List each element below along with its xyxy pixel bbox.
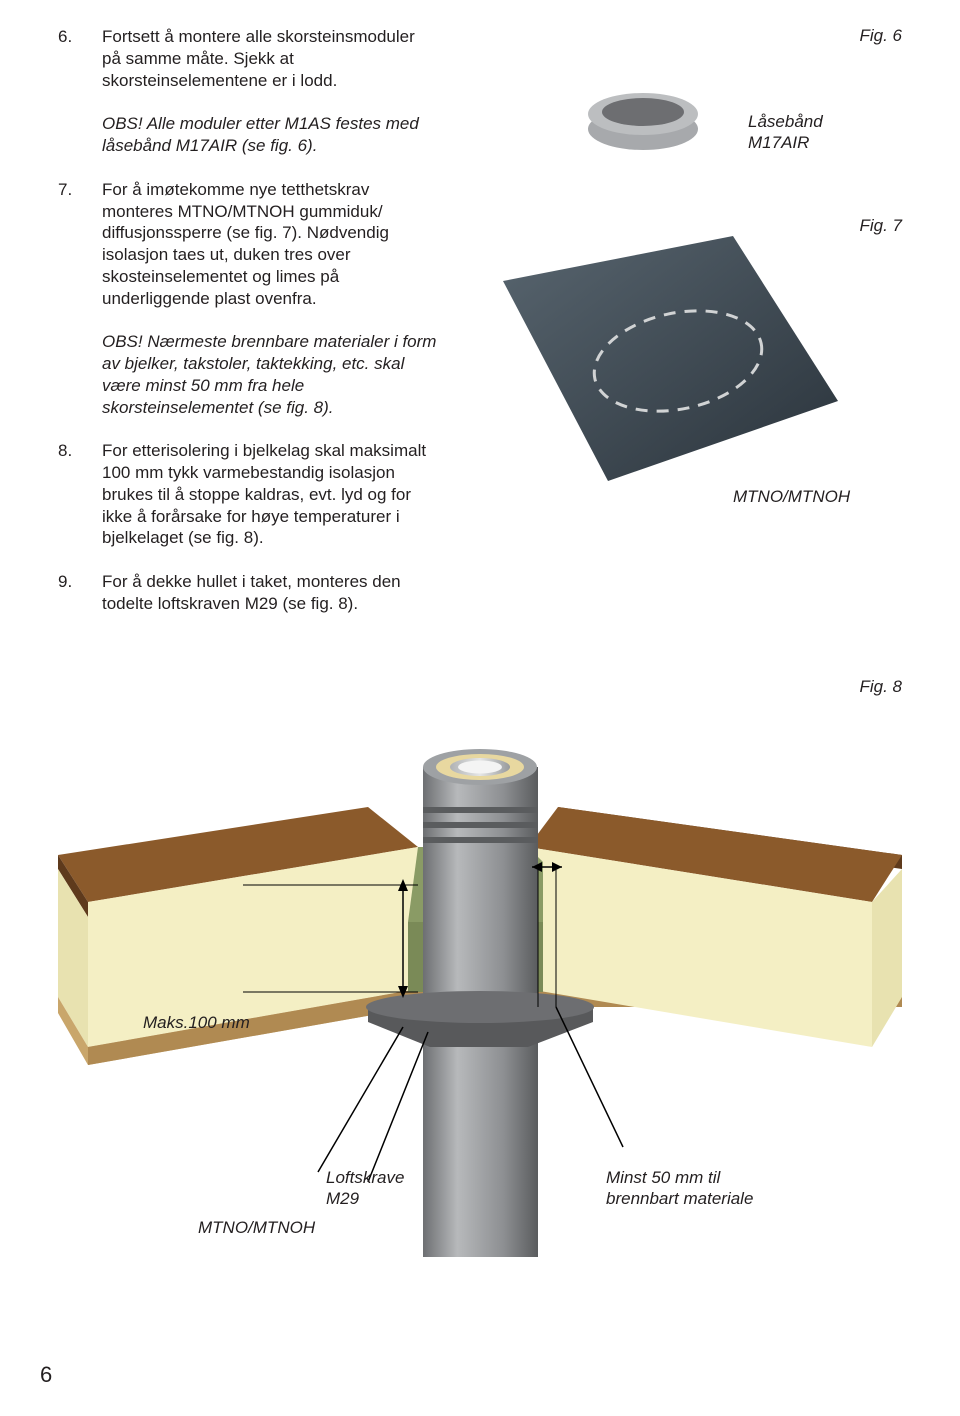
step-number: 8. — [58, 440, 102, 549]
membrane-icon — [483, 226, 853, 491]
step-7: 7. For å imøtekomme nye tetthetskrav mon… — [58, 179, 438, 419]
step-text: For å imøtekomme nye tetthetskrav monter… — [102, 180, 389, 308]
step-6-obs: OBS! Alle moduler etter M1AS festes med … — [102, 114, 419, 155]
figures-column: Fig. 6 Låsebånd M17AIR Fig. 7 — [458, 26, 902, 637]
fig7-label: Fig. 7 — [859, 216, 902, 236]
maks100-caption: Maks.100 mm — [143, 1012, 250, 1033]
step-8: 8. For etterisolering i bjelkelag skal m… — [58, 440, 438, 549]
mtno2-caption: MTNO/MTNOH — [198, 1217, 315, 1238]
figure-8: Fig. 8 — [58, 677, 902, 1277]
instructions-column: 6. Fortsett å montere alle skorsteinsmod… — [58, 26, 438, 637]
loftskrave-caption: Loftskrave M29 — [326, 1167, 404, 1210]
fig6-label: Fig. 6 — [859, 26, 902, 46]
step-7-obs: OBS! Nærmeste brennbare materialer i for… — [102, 332, 436, 416]
step-6: 6. Fortsett å montere alle skorsteinsmod… — [58, 26, 438, 157]
locking-band-caption: Låsebånd M17AIR — [748, 111, 823, 154]
minst50-caption: Minst 50 mm til brennbart materiale — [606, 1167, 753, 1210]
step-number: 7. — [58, 179, 102, 419]
fig8-label: Fig. 8 — [859, 677, 902, 697]
step-text: For etterisolering i bjelkelag skal maks… — [102, 441, 426, 547]
step-text: Fortsett å montere alle skorsteinsmodule… — [102, 27, 415, 90]
step-9: 9. For å dekke hullet i taket, monteres … — [58, 571, 438, 615]
locking-band-icon — [588, 108, 698, 150]
step-number: 9. — [58, 571, 102, 615]
step-number: 6. — [58, 26, 102, 157]
step-text: For å dekke hullet i taket, monteres den… — [102, 572, 401, 613]
mtno-caption: MTNO/MTNOH — [733, 486, 850, 507]
page-number: 6 — [40, 1362, 52, 1388]
